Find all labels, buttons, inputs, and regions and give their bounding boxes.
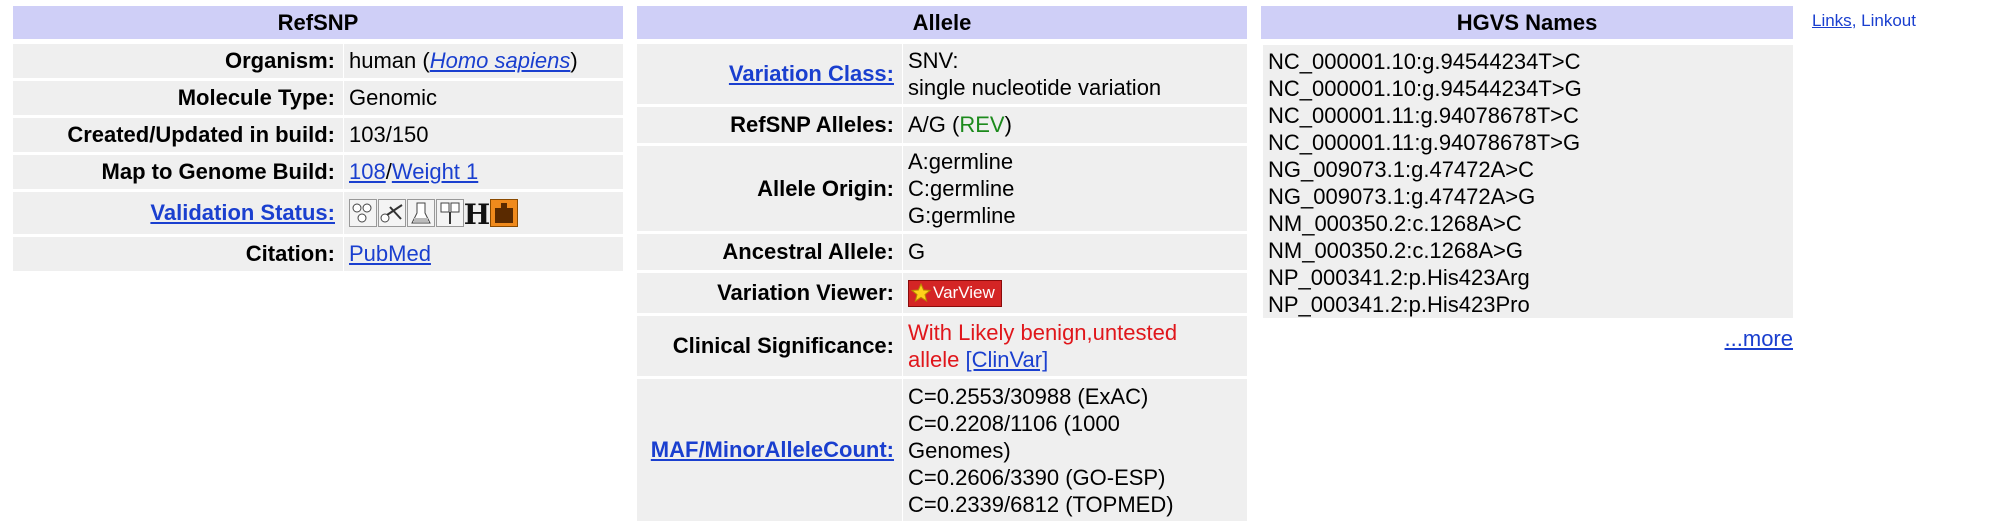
maf-link[interactable]: MAF/MinorAlleleCount: [650,437,894,462]
allele-header: Allele [637,6,1247,39]
created-build-label: Created/Updated in build: [13,118,343,152]
submitter-icon[interactable] [407,199,435,227]
hapmap-icon[interactable]: H [465,199,489,227]
validation-status-icons: H [344,192,623,234]
hgvs-name: NG_009073.1:g.47472A>G [1268,184,1536,209]
clinical-line2: allele [908,347,960,372]
refsnp-alleles-value: A/G (REV) [903,107,1247,143]
refsnp-header: RefSNP [13,6,623,39]
organism-suffix: ) [570,48,578,73]
variation-viewer-label: Variation Viewer: [637,273,902,313]
allele-origin-label: Allele Origin: [637,146,902,231]
molecule-type-value: Genomic [344,81,623,115]
pubmed-link[interactable]: PubMed [349,241,431,266]
organism-link[interactable]: Homo sapiens [429,48,571,73]
variation-class-label: Variation Class: [637,44,902,104]
frequency-icon[interactable] [378,199,406,227]
map-separator: / [385,159,392,184]
molecule-type-label: Molecule Type: [13,81,343,115]
variation-class-line1: SNV: [908,48,959,73]
hgvs-names-list: NC_000001.10:g.94544234T>C NC_000001.10:… [1263,45,1793,318]
maf-line: C=0.2553/30988 (ExAC) [908,383,1149,409]
variation-class-line2: single nucleotide variation [908,75,1162,100]
hgvs-name: NC_000001.10:g.94544234T>G [1268,76,1582,101]
organism-value: human (Homo sapiens) [344,44,623,78]
hgvs-name: NM_000350.2:c.1268A>G [1268,238,1524,263]
variation-viewer-value: VarView [903,273,1247,313]
map-weight-link[interactable]: Weight 1 [391,159,479,184]
hgvs-name: NC_000001.11:g.94078678T>C [1268,103,1579,128]
refsnp-alleles-close: ) [1004,112,1012,137]
varview-button[interactable]: VarView [908,279,1002,307]
citation-label: Citation: [13,237,343,271]
maf-line: Genomes) [908,437,1011,463]
refsnp-alleles-label: RefSNP Alleles: [637,107,902,143]
hgvs-header: HGVS Names [1261,6,1793,39]
hgvs-name: NG_009073.1:g.47472A>C [1268,157,1535,182]
varview-label: VarView [933,283,995,302]
variation-class-link[interactable]: Variation Class: [728,61,894,86]
linkout-text[interactable]: , Linkout [1851,11,1916,30]
doublehit-icon[interactable] [436,199,464,227]
validation-status-link[interactable]: Validation Status: [150,200,335,225]
hapmap-letter: H [465,199,489,227]
organism-prefix: human ( [349,48,430,73]
maf-line: C=0.2208/1106 (1000 [908,410,1120,436]
validation-status-label: Validation Status: [13,192,343,234]
1000g-icon[interactable] [490,199,518,227]
hgvs-name: NM_000350.2:c.1268A>C [1268,211,1522,236]
clinical-significance-label: Clinical Significance: [637,316,902,376]
star-icon [911,283,931,303]
more-link[interactable]: ...more [1724,326,1793,351]
rev-indicator: REV [959,112,1005,137]
clinvar-link[interactable]: [ClinVar] [965,347,1049,372]
created-build-value: 103/150 [344,118,623,152]
citation-value: PubMed [344,237,623,271]
hgvs-name: NC_000001.11:g.94078678T>G [1268,130,1581,155]
links-link[interactable]: Links [1812,11,1852,30]
hgvs-name: NC_000001.10:g.94544234T>C [1268,49,1581,74]
clinical-line1: With Likely benign,untested [908,320,1178,345]
map-build-link[interactable]: 108 [349,159,386,184]
variation-class-value: SNV: single nucleotide variation [903,44,1247,104]
maf-line: C=0.2339/6812 (TOPMED) [908,491,1174,517]
allele-origin-value: A:germline C:germline G:germline [903,146,1247,231]
maf-label: MAF/MinorAlleleCount: [637,379,902,521]
links-area: Links, Linkout [1812,11,1916,31]
maf-value: C=0.2553/30988 (ExAC) C=0.2208/1106 (100… [903,379,1247,521]
refsnp-alleles-text: A/G ( [908,112,960,137]
allele-origin-line: A:germline [908,149,1014,174]
hgvs-more-container: ...more [1263,326,1793,352]
clinical-significance-value: With Likely benign,untested allele [Clin… [903,316,1247,376]
allele-origin-line: G:germline [908,203,1016,228]
organism-label: Organism: [13,44,343,78]
ancestral-allele-label: Ancestral Allele: [637,234,902,270]
hgvs-name: NP_000341.2:p.His423Arg [1268,265,1530,290]
cluster-icon[interactable] [349,199,377,227]
hgvs-name: NP_000341.2:p.His423Pro [1268,292,1530,317]
map-genome-label: Map to Genome Build: [13,155,343,189]
maf-line: C=0.2606/3390 (GO-ESP) [908,464,1166,490]
ancestral-allele-value: G [903,234,1247,270]
allele-origin-line: C:germline [908,176,1015,201]
map-genome-value: 108/Weight 1 [344,155,623,189]
